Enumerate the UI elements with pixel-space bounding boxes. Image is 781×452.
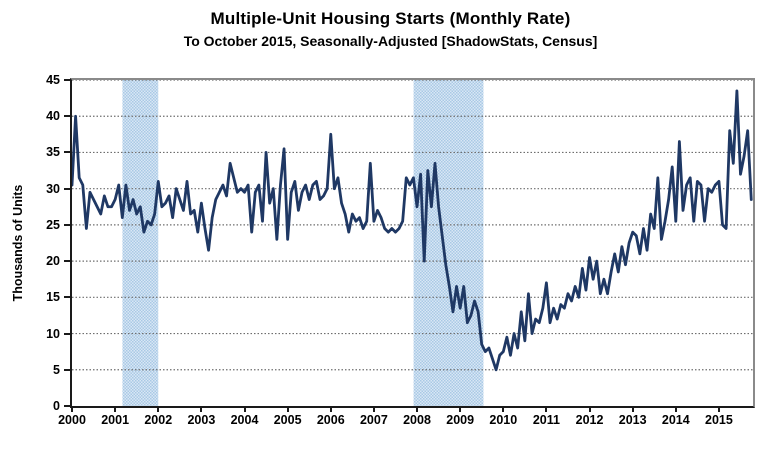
x-tick-mark xyxy=(717,407,720,412)
x-tick-label: 2015 xyxy=(705,413,733,427)
x-tick-label: 2001 xyxy=(101,413,130,427)
x-tick-label: 2005 xyxy=(273,413,302,427)
y-tick-mark xyxy=(64,368,70,371)
y-tick-label: 40 xyxy=(46,109,60,124)
x-tick-label: 2012 xyxy=(575,413,604,427)
y-tick-mark xyxy=(64,405,70,407)
y-tick-label: 35 xyxy=(46,145,60,160)
y-axis-title: Thousands of Units xyxy=(11,184,25,302)
x-tick-label: 2009 xyxy=(446,413,475,427)
y-tick-mark xyxy=(64,79,70,81)
y-tick-label: 30 xyxy=(46,181,60,196)
x-tick-label: 2010 xyxy=(489,413,518,427)
chart-subtitle: To October 2015, Seasonally-Adjusted [Sh… xyxy=(183,33,598,49)
x-tick-mark xyxy=(71,407,73,412)
x-tick-label: 2013 xyxy=(618,413,647,427)
y-tick-mark xyxy=(64,187,70,190)
x-tick-mark xyxy=(545,407,548,412)
x-tick-label: 2003 xyxy=(187,413,216,427)
y-tick-label: 20 xyxy=(46,254,60,269)
x-tick-label: 2006 xyxy=(316,413,345,427)
y-tick-mark xyxy=(64,296,70,299)
x-tick-mark xyxy=(631,407,634,412)
x-tick-label: 2008 xyxy=(403,413,431,427)
x-tick-label: 2014 xyxy=(661,413,690,427)
y-tick-label: 5 xyxy=(53,362,60,377)
x-tick-mark xyxy=(674,407,677,412)
y-tick-mark xyxy=(64,332,70,335)
x-tick-mark xyxy=(416,407,419,412)
y-tick-label: 15 xyxy=(46,290,60,305)
x-tick-mark xyxy=(286,407,289,412)
plot-svg xyxy=(72,80,753,406)
x-tick-mark xyxy=(459,407,462,412)
x-tick-mark xyxy=(114,407,117,412)
y-tick-label: 45 xyxy=(46,73,60,87)
x-tick-label: 2004 xyxy=(230,413,259,427)
x-tick-mark xyxy=(372,407,375,412)
x-tick-mark xyxy=(502,407,505,412)
y-tick-mark xyxy=(64,223,70,226)
y-tick-label: 25 xyxy=(46,217,60,232)
y-tick-mark xyxy=(64,115,70,118)
x-tick-label: 2007 xyxy=(359,413,388,427)
x-tick-mark xyxy=(157,407,160,412)
x-tick-mark xyxy=(588,407,591,412)
y-tick-label: 0 xyxy=(53,399,60,413)
x-tick-mark xyxy=(200,407,203,412)
y-tick-mark xyxy=(64,151,70,154)
x-tick-label: 2000 xyxy=(58,413,86,427)
x-tick-mark xyxy=(329,407,332,412)
data-line xyxy=(72,89,753,372)
x-tick-label: 2011 xyxy=(532,413,560,427)
x-tick-label: 2002 xyxy=(144,413,173,427)
plot-area xyxy=(70,78,755,408)
chart-title: Multiple-Unit Housing Starts (Monthly Ra… xyxy=(210,9,571,28)
y-tick-label: 10 xyxy=(46,326,60,341)
y-tick-mark xyxy=(64,260,70,263)
x-tick-mark xyxy=(243,407,246,412)
recession-band xyxy=(122,80,159,406)
